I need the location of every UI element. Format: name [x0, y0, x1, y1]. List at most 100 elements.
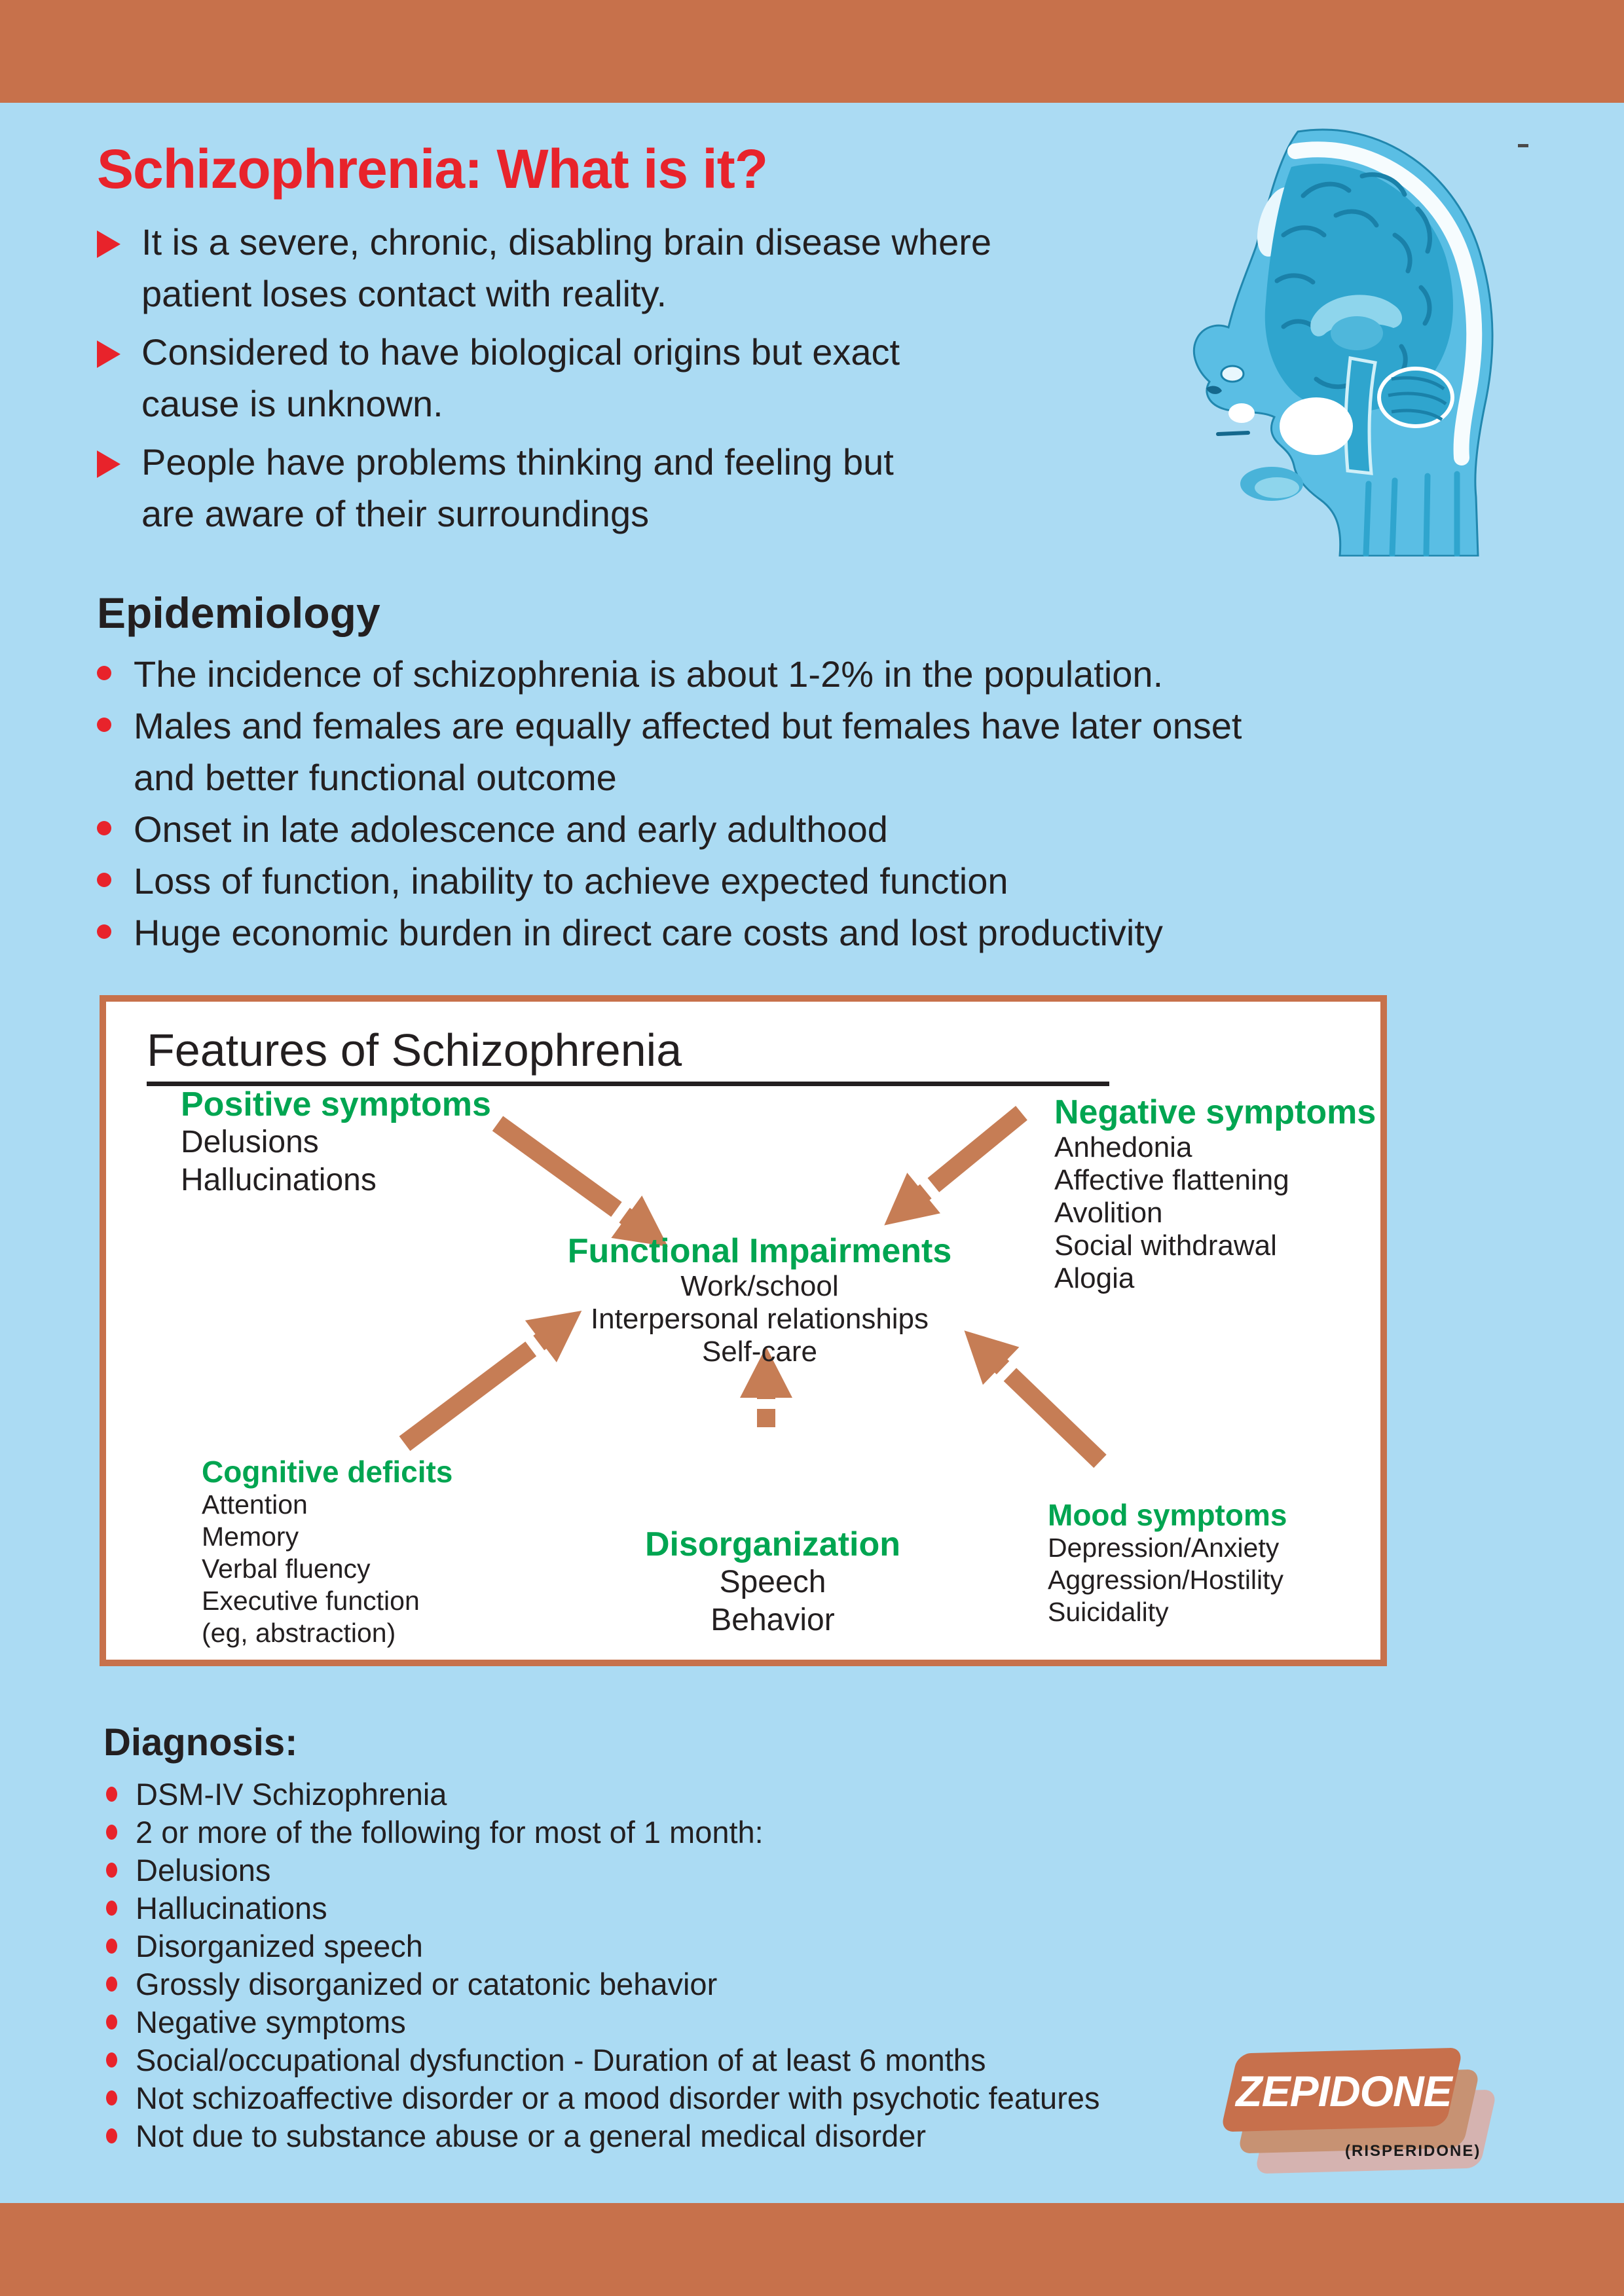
group-item: Social withdrawal: [1054, 1230, 1277, 1262]
group-item: Alogia: [1054, 1262, 1135, 1294]
list-item-text: Onset in late adolescence and early adul…: [134, 809, 888, 850]
list-item: It is a severe, chronic, disabling brain…: [97, 216, 1171, 319]
list-item: Negative symptoms: [106, 2003, 1481, 2041]
round-bullet-icon: [97, 924, 111, 939]
round-bullet-icon: [106, 2014, 117, 2030]
group-item: Speech: [719, 1565, 826, 1599]
list-item-text: Loss of function, inability to achieve e…: [134, 860, 1008, 902]
group-item: Anhedonia: [1054, 1131, 1192, 1163]
list-item: Not schizoaffective disorder or a mood d…: [106, 2079, 1481, 2117]
group-item: Work/school: [680, 1270, 839, 1302]
list-item-text: Negative symptoms: [136, 2005, 406, 2039]
positive-symptoms-group: Positive symptoms Delusions Hallucinatio…: [181, 1085, 491, 1199]
group-heading: Disorganization: [644, 1525, 901, 1563]
list-item: Social/occupational dysfunction - Durati…: [106, 2041, 1481, 2079]
top-orange-band: [0, 0, 1624, 103]
list-item: Males and females are equally affected b…: [97, 700, 1551, 803]
list-item: Considered to have biological origins bu…: [97, 326, 1171, 429]
diagnosis-heading: Diagnosis:: [103, 1721, 298, 1764]
list-item-text: Huge economic burden in direct care cost…: [134, 912, 1163, 953]
triangle-right-bullet-icon: [97, 230, 120, 258]
round-bullet-icon: [106, 1863, 117, 1878]
group-item: Verbal fluency: [202, 1554, 371, 1584]
features-diagram-box: Features of Schizophrenia: [100, 995, 1387, 1666]
list-item-text: 2 or more of the following for most of 1…: [136, 1815, 764, 1850]
list-item: Hallucinations: [106, 1889, 1481, 1927]
cognitive-deficits-group: Cognitive deficits Attention Memory Verb…: [202, 1455, 452, 1649]
list-item: Grossly disorganized or catatonic behavi…: [106, 1965, 1481, 2003]
list-item-text: People have problems thinking and feelin…: [141, 441, 894, 534]
title-underline: [147, 1082, 1109, 1086]
round-bullet-icon: [106, 1977, 117, 1992]
list-item-text: Grossly disorganized or catatonic behavi…: [136, 1967, 718, 2001]
list-item: The incidence of schizophrenia is about …: [97, 648, 1551, 700]
functional-impairments-group: Functional Impairments Work/school Inter…: [530, 1232, 989, 1368]
group-item: (eg, abstraction): [202, 1618, 396, 1648]
brain-mri-sagittal-icon: [1192, 128, 1494, 556]
list-item-text: DSM-IV Schizophrenia: [136, 1777, 447, 1812]
list-item-text: Considered to have biological origins bu…: [141, 331, 900, 424]
list-item-text: Delusions: [136, 1853, 271, 1887]
group-heading: Negative symptoms: [1054, 1093, 1376, 1131]
group-item: Executive function: [202, 1586, 420, 1616]
diagram-title: Features of Schizophrenia: [147, 1025, 682, 1076]
round-bullet-icon: [97, 873, 111, 887]
list-item-text: It is a severe, chronic, disabling brain…: [141, 221, 992, 314]
round-bullet-icon: [106, 1939, 117, 1954]
negative-symptoms-group: Negative symptoms Anhedonia Affective fl…: [1054, 1093, 1376, 1295]
disorganization-group: Disorganization Speech Behavior: [609, 1525, 936, 1639]
list-item-text: Disorganized speech: [136, 1929, 423, 1963]
group-item: Interpersonal relationships: [590, 1303, 929, 1335]
page-title: Schizophrenia: What is it?: [97, 138, 768, 200]
list-item: People have problems thinking and feelin…: [97, 436, 1171, 539]
round-bullet-icon: [97, 821, 111, 835]
list-item: Not due to substance abuse or a general …: [106, 2117, 1481, 2155]
epidemiology-heading: Epidemiology: [97, 589, 380, 637]
group-item: Affective flattening: [1054, 1164, 1289, 1196]
list-item-text: Hallucinations: [136, 1891, 327, 1925]
group-heading: Mood symptoms: [1048, 1498, 1287, 1532]
round-bullet-icon: [106, 1787, 117, 1802]
bottom-orange-band: [0, 2203, 1624, 2296]
group-item: Hallucinations: [181, 1163, 377, 1197]
list-item-text: Males and females are equally affected b…: [134, 705, 1242, 798]
round-bullet-icon: [97, 718, 111, 732]
list-item: Delusions: [106, 1851, 1481, 1889]
list-item: Disorganized speech: [106, 1927, 1481, 1965]
list-item-text: Not due to substance abuse or a general …: [136, 2119, 927, 2153]
group-item: Avolition: [1054, 1197, 1163, 1229]
list-item: Huge economic burden in direct care cost…: [97, 907, 1551, 958]
group-item: Self-care: [701, 1336, 818, 1368]
diagnosis-list: DSM-IV Schizophrenia 2 or more of the fo…: [106, 1776, 1481, 2155]
group-item: Memory: [202, 1522, 299, 1552]
group-item: Aggression/Hostility: [1048, 1565, 1284, 1595]
round-bullet-icon: [106, 2052, 117, 2068]
list-item: 2 or more of the following for most of 1…: [106, 1813, 1481, 1851]
logo-generic-name: (RISPERIDONE): [1345, 2142, 1481, 2160]
group-item: Suicidality: [1048, 1597, 1169, 1627]
print-artifact-dash: [1518, 144, 1528, 147]
group-item: Behavior: [710, 1603, 835, 1637]
round-bullet-icon: [97, 666, 111, 680]
list-item-text: Not schizoaffective disorder or a mood d…: [136, 2081, 1100, 2115]
group-heading: Cognitive deficits: [202, 1455, 453, 1489]
group-item: Attention: [202, 1489, 308, 1520]
list-item: Onset in late adolescence and early adul…: [97, 803, 1551, 855]
round-bullet-icon: [106, 2128, 117, 2143]
round-bullet-icon: [106, 2090, 117, 2105]
logo-brand-name: ZEPIDONE: [1236, 2067, 1452, 2115]
group-heading: Positive symptoms: [181, 1085, 491, 1123]
list-item-text: The incidence of schizophrenia is about …: [134, 653, 1164, 695]
triangle-right-bullet-icon: [97, 340, 120, 368]
round-bullet-icon: [106, 1825, 117, 1840]
mood-symptoms-group: Mood symptoms Depression/Anxiety Aggress…: [1048, 1498, 1287, 1628]
list-item: DSM-IV Schizophrenia: [106, 1776, 1481, 1813]
epidemiology-list: The incidence of schizophrenia is about …: [97, 648, 1551, 958]
intro-bullet-list: It is a severe, chronic, disabling brain…: [97, 216, 1171, 546]
group-item: Delusions: [181, 1125, 319, 1159]
list-item-text: Social/occupational dysfunction - Durati…: [136, 2043, 986, 2077]
zepidone-logo: (RISPERIDONE) ZEPIDONE: [1220, 2047, 1505, 2191]
round-bullet-icon: [106, 1901, 117, 1916]
group-item: Depression/Anxiety: [1048, 1533, 1280, 1563]
